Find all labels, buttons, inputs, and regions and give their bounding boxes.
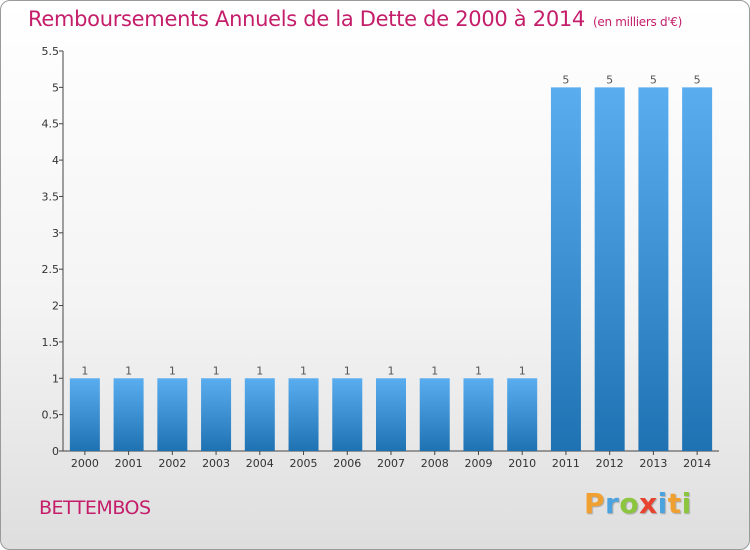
logo-letter: r xyxy=(605,487,620,520)
bar-chart: 0 0.5 1 1.5 2 2.5 3 3.5 4 4.5 5 5.5 2000 1 2001 1 2002 1… xyxy=(42,45,719,470)
logo-letter: i xyxy=(657,487,668,520)
x-tick-label: 2004 xyxy=(246,457,274,470)
x-tick-label: 2000 xyxy=(71,457,99,470)
data-label: 1 xyxy=(169,364,176,377)
x-tick-label: 2008 xyxy=(421,457,449,470)
bar xyxy=(332,378,363,451)
bar xyxy=(288,378,319,451)
data-label: 1 xyxy=(300,364,307,377)
x-tick-label: 2009 xyxy=(464,457,492,470)
y-tick-label: 3.5 xyxy=(42,190,60,203)
chart-labels: 2000 1 2001 1 2002 1 2003 1 2004 1 2005 1 2006 1 2007 1… xyxy=(71,73,711,470)
bar xyxy=(463,378,494,451)
y-tick-label: 4.5 xyxy=(42,118,60,131)
x-tick-label: 2012 xyxy=(596,457,624,470)
logo-letter: t xyxy=(667,487,682,520)
x-tick-label: 2014 xyxy=(683,457,711,470)
data-label: 1 xyxy=(388,364,395,377)
data-label: 1 xyxy=(256,364,263,377)
data-label: 5 xyxy=(694,73,701,86)
x-tick-label: 2007 xyxy=(377,457,405,470)
y-tick-label: 5.5 xyxy=(42,45,60,58)
data-label: 5 xyxy=(562,73,569,86)
y-tick-label: 0.5 xyxy=(42,409,60,422)
data-label: 1 xyxy=(344,364,351,377)
x-tick-label: 2002 xyxy=(158,457,186,470)
chart-axes: 0 0.5 1 1.5 2 2.5 3 3.5 4 4.5 5 5.5 xyxy=(42,45,719,458)
bar xyxy=(594,87,625,451)
chart-title-text: Remboursements Annuels de la Dette de 20… xyxy=(28,7,585,31)
chart-bars xyxy=(69,87,713,451)
data-label: 1 xyxy=(213,364,220,377)
x-tick-label: 2005 xyxy=(290,457,318,470)
bar xyxy=(69,378,100,451)
bar xyxy=(244,378,275,451)
data-label: 1 xyxy=(475,364,482,377)
y-tick-label: 2 xyxy=(52,300,59,313)
data-label: 1 xyxy=(125,364,132,377)
logo-letter: o xyxy=(619,487,640,520)
y-tick-label: 4 xyxy=(52,154,59,167)
data-label: 5 xyxy=(606,73,613,86)
y-tick-label: 0 xyxy=(52,445,59,458)
x-tick-label: 2003 xyxy=(202,457,230,470)
logo-letter: i xyxy=(681,487,692,520)
chart-unit: (en milliers d'€) xyxy=(593,15,683,29)
y-tick-label: 3 xyxy=(52,227,59,240)
bar xyxy=(419,378,450,451)
x-tick-label: 2001 xyxy=(115,457,143,470)
bar xyxy=(113,378,144,451)
y-tick-label: 1 xyxy=(52,372,59,385)
bar xyxy=(157,378,188,451)
logo-letter: x xyxy=(639,487,658,520)
data-label: 1 xyxy=(519,364,526,377)
x-tick-label: 2006 xyxy=(333,457,361,470)
commune-name: BETTEMBOS xyxy=(39,497,151,519)
bar xyxy=(682,87,713,451)
y-tick-label: 2.5 xyxy=(42,263,60,276)
bar xyxy=(201,378,232,451)
x-tick-label: 2011 xyxy=(552,457,580,470)
x-tick-label: 2013 xyxy=(639,457,667,470)
x-tick-label: 2010 xyxy=(508,457,536,470)
proxiti-logo: Proxiti xyxy=(584,487,692,520)
data-label: 1 xyxy=(81,364,88,377)
bar xyxy=(507,378,538,451)
y-tick-label: 5 xyxy=(52,81,59,94)
bar xyxy=(376,378,406,451)
data-label: 5 xyxy=(650,73,657,86)
y-tick-label: 1.5 xyxy=(42,336,60,349)
bar xyxy=(550,87,581,451)
chart-title: Remboursements Annuels de la Dette de 20… xyxy=(28,7,682,31)
data-label: 1 xyxy=(431,364,438,377)
bar xyxy=(638,87,669,451)
logo-letter: P xyxy=(584,487,606,520)
